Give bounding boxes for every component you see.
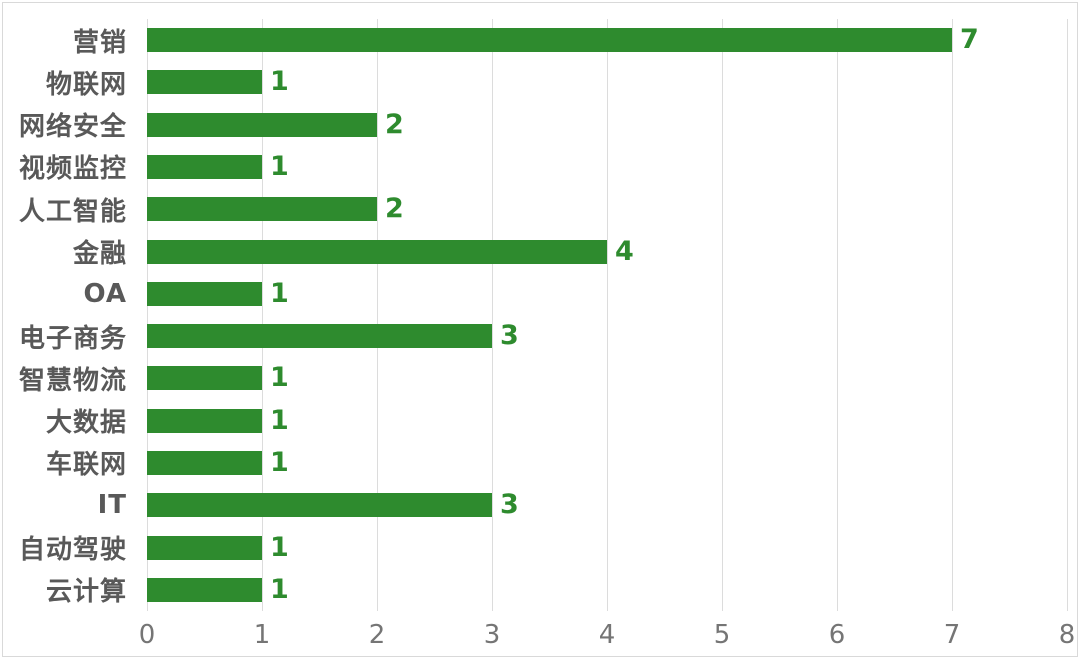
bar	[147, 239, 607, 264]
x-tick-label: 3	[483, 620, 501, 650]
bar	[147, 408, 262, 433]
gridline-x-8	[1067, 19, 1068, 611]
bar-row: 金融 4	[0, 230, 1080, 272]
bar	[147, 154, 262, 179]
category-label: 智慧物流	[18, 365, 127, 396]
category-label: IT	[97, 490, 127, 521]
value-label: 3	[500, 489, 519, 521]
bar	[147, 324, 492, 349]
x-tick-label: 2	[368, 620, 386, 650]
value-label: 1	[270, 446, 289, 478]
value-label: 1	[270, 66, 289, 98]
value-label: 3	[500, 320, 519, 352]
category-label: 网络安全	[18, 112, 127, 143]
bar	[147, 28, 952, 53]
bar-row: 物联网 1	[0, 61, 1080, 103]
category-label: 视频监控	[18, 154, 127, 185]
value-label: 1	[270, 531, 289, 563]
bar-row: 车联网 1	[0, 442, 1080, 484]
value-label: 1	[270, 404, 289, 436]
gridline-x-1	[262, 19, 263, 611]
category-label: OA	[83, 278, 127, 309]
category-label: 云计算	[45, 577, 127, 608]
gridline-x-4	[607, 19, 608, 611]
x-tick-label: 5	[713, 620, 731, 650]
bar-row: 自动驾驶 1	[0, 526, 1080, 568]
value-label: 4	[615, 235, 634, 267]
category-label: 金融	[72, 239, 127, 270]
bar-row: OA 1	[0, 273, 1080, 315]
category-label: 车联网	[45, 450, 127, 481]
value-label: 1	[270, 362, 289, 394]
category-label: 人工智能	[18, 196, 127, 227]
bar	[147, 70, 262, 95]
bar-row: 电子商务 3	[0, 315, 1080, 357]
category-label: 营销	[72, 27, 127, 58]
bar	[147, 197, 377, 222]
bar-row: 云计算 1	[0, 569, 1080, 611]
bar-row: 大数据 1	[0, 400, 1080, 442]
bar	[147, 535, 262, 560]
bar-row: IT 3	[0, 484, 1080, 526]
x-tick-label: 6	[828, 620, 846, 650]
category-label: 自动驾驶	[18, 535, 127, 566]
category-label: 大数据	[45, 408, 127, 439]
value-label: 1	[270, 150, 289, 182]
bar	[147, 281, 262, 306]
gridline-x-3	[492, 19, 493, 611]
gridline-x-5	[722, 19, 723, 611]
bar	[147, 112, 377, 137]
gridline-x-2	[377, 19, 378, 611]
value-label: 2	[385, 108, 404, 140]
category-label: 物联网	[45, 69, 127, 100]
bar	[147, 366, 262, 391]
bar	[147, 450, 262, 475]
value-label: 7	[960, 24, 979, 56]
x-tick-label: 7	[943, 620, 961, 650]
x-tick-label: 1	[253, 620, 271, 650]
bar	[147, 577, 262, 602]
category-label: 电子商务	[18, 323, 127, 354]
bar-row: 营销 7	[0, 19, 1080, 61]
bar-row: 视频监控 1	[0, 146, 1080, 188]
gridline-x-0	[147, 19, 148, 611]
value-label: 1	[270, 277, 289, 309]
gridline-x-7	[952, 19, 953, 611]
x-tick-label: 8	[1058, 620, 1076, 650]
bar-row: 网络安全 2	[0, 104, 1080, 146]
value-label: 2	[385, 193, 404, 225]
bar-row: 智慧物流 1	[0, 357, 1080, 399]
bar	[147, 493, 492, 518]
value-label: 1	[270, 573, 289, 605]
bar-row: 人工智能 2	[0, 188, 1080, 230]
x-tick-label: 0	[138, 620, 156, 650]
x-tick-label: 4	[598, 620, 616, 650]
gridline-x-6	[837, 19, 838, 611]
